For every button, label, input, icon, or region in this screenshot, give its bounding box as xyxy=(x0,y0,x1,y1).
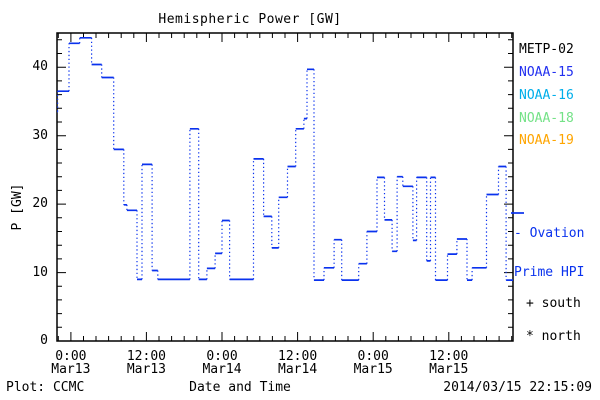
hpi-step-connectors xyxy=(57,37,507,281)
legend-item-metp-02: METP-02 xyxy=(519,42,574,57)
legend-item-noaa-16: NOAA-16 xyxy=(519,88,574,103)
y-tick-label-30: 30 xyxy=(32,127,48,143)
chart-title: Hemispheric Power [GW] xyxy=(158,12,342,27)
y-tick-label-10: 10 xyxy=(32,264,48,280)
hpi-step-levels xyxy=(57,36,513,281)
plot-timestamp: 2014/03/15 22:15:09 xyxy=(443,380,592,395)
x-tick-label-Mar15-0:00: 0:00 Mar15 xyxy=(353,349,393,377)
legend-item-noaa-19: NOAA-19 xyxy=(519,133,574,148)
legend-item-noaa-18: NOAA-18 xyxy=(519,111,574,126)
y-tick-label-0: 0 xyxy=(40,333,48,348)
x-tick-label-Mar13-12:00: 12:00 Mar13 xyxy=(126,349,166,377)
marker-legend-north: * north xyxy=(526,329,581,344)
ovation-model-legend: - Ovation Prime HPI xyxy=(514,201,584,305)
x-tick-label-Mar13-0:00: 0:00 Mar13 xyxy=(51,349,91,377)
legend-item-noaa-15: NOAA-15 xyxy=(519,65,574,80)
y-tick-label-20: 20 xyxy=(32,196,48,212)
y-tick-label-40: 40 xyxy=(32,59,48,75)
x-tick-label-Mar14-0:00: 0:00 Mar14 xyxy=(202,349,242,377)
x-tick-label-Mar15-12:00: 12:00 Mar15 xyxy=(429,349,469,377)
ovation-legend-line1: - Ovation xyxy=(514,226,585,241)
marker-legend-south: + south xyxy=(526,296,581,311)
ovation-legend-line2: Prime HPI xyxy=(514,265,585,280)
plot-credit: Plot: CCMC xyxy=(6,380,85,395)
plot-border xyxy=(56,32,514,342)
x-tick-label-Mar14-12:00: 12:00 Mar14 xyxy=(278,349,318,377)
x-axis-title: Date and Time xyxy=(189,380,291,395)
